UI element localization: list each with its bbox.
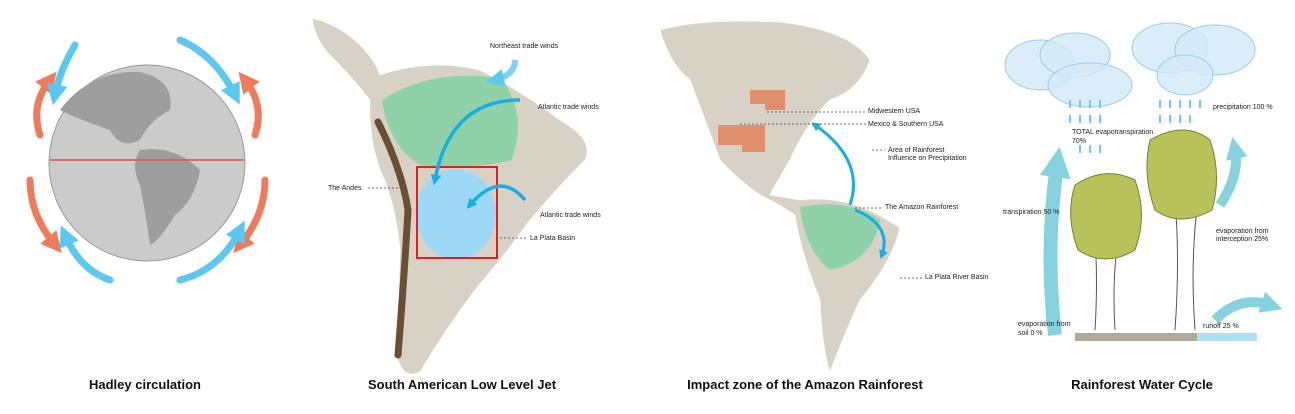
soil bbox=[1075, 333, 1197, 341]
label: Influence on Precipitation bbox=[888, 155, 967, 162]
flows bbox=[811, 122, 888, 260]
north-america bbox=[60, 71, 171, 144]
jet-panel: Northeast trade winds Atlantic trade win… bbox=[311, 17, 601, 392]
label: transpiration 50 % bbox=[1003, 209, 1059, 216]
label: Mexico & Southern USA bbox=[868, 121, 944, 128]
focus-box bbox=[416, 166, 498, 259]
runoff-water bbox=[1197, 333, 1257, 341]
midwest bbox=[750, 90, 785, 110]
label: Midwestern USA bbox=[868, 108, 920, 115]
panel-title: Impact zone of the Amazon Rainforest bbox=[687, 377, 923, 392]
amazon bbox=[800, 204, 880, 270]
label: La Plata River Basin bbox=[925, 274, 989, 281]
panel-title: Hadley circulation bbox=[89, 377, 201, 392]
label: Area of Rainforest bbox=[888, 147, 944, 154]
americas bbox=[659, 20, 901, 374]
label: evaporation from bbox=[1216, 228, 1269, 235]
label: La Plata Basin bbox=[530, 235, 575, 242]
flow-arrows bbox=[1040, 137, 1283, 336]
cycle-panel: precipitation 100 % TOTAL evapotranspira… bbox=[1003, 22, 1283, 392]
label: Atlantic trade winds bbox=[540, 212, 601, 219]
impact-panel: Midwestern USA Mexico & Southern USA Are… bbox=[659, 20, 989, 392]
label: The Amazon Rainforest bbox=[885, 204, 958, 211]
label: evaporation from bbox=[1018, 321, 1071, 328]
label: 70% bbox=[1072, 138, 1086, 145]
label: precipitation 100 % bbox=[1213, 104, 1273, 111]
rain bbox=[1069, 100, 1201, 153]
label: runoff 25 % bbox=[1203, 323, 1239, 330]
clouds bbox=[1004, 22, 1256, 108]
winds bbox=[430, 59, 527, 209]
label: Northeast trade winds bbox=[490, 43, 559, 50]
amazon bbox=[382, 75, 518, 168]
panel-title: Rainforest Water Cycle bbox=[1071, 377, 1213, 392]
basin bbox=[416, 169, 496, 259]
hadley-panel: Hadley circulation bbox=[26, 36, 269, 392]
arrows bbox=[26, 36, 269, 284]
south-america bbox=[135, 149, 200, 245]
panel-title: South American Low Level Jet bbox=[368, 377, 557, 392]
label: TOTAL evapotranspiration bbox=[1072, 129, 1153, 136]
label: Atlantic trade winds bbox=[538, 104, 599, 111]
label: The Andes bbox=[328, 185, 362, 192]
label: soil 0 % bbox=[1018, 330, 1043, 337]
mexico bbox=[718, 125, 765, 152]
label: interception 25% bbox=[1216, 236, 1268, 243]
andes bbox=[374, 118, 412, 359]
trees bbox=[1070, 129, 1218, 331]
